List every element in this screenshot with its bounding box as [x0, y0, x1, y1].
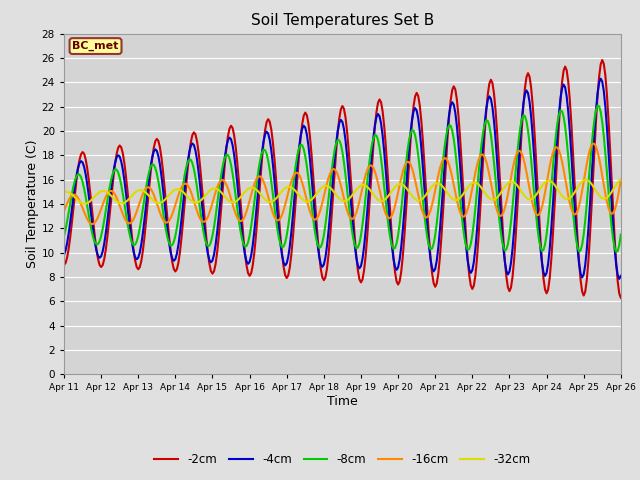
Y-axis label: Soil Temperature (C): Soil Temperature (C): [26, 140, 39, 268]
-4cm: [164, 229, 172, 235]
-8cm: [60, 233, 68, 239]
-32cm: [397, 181, 405, 187]
Line: -8cm: -8cm: [64, 106, 621, 252]
X-axis label: Time: Time: [327, 395, 358, 408]
-4cm: [408, 117, 416, 123]
-4cm: [597, 76, 605, 82]
-2cm: [396, 278, 403, 284]
-8cm: [594, 103, 602, 108]
Line: -32cm: -32cm: [64, 180, 621, 204]
-2cm: [76, 157, 83, 163]
-2cm: [377, 99, 385, 105]
-16cm: [165, 218, 173, 224]
-4cm: [396, 257, 403, 263]
-4cm: [60, 252, 68, 258]
-2cm: [617, 295, 625, 300]
Title: Soil Temperatures Set B: Soil Temperatures Set B: [251, 13, 434, 28]
-8cm: [377, 156, 385, 161]
-32cm: [165, 192, 173, 198]
-8cm: [612, 249, 620, 255]
-16cm: [617, 177, 625, 183]
-4cm: [76, 160, 83, 166]
-16cm: [60, 208, 68, 214]
-32cm: [379, 198, 387, 204]
-16cm: [589, 141, 596, 146]
-8cm: [549, 166, 557, 172]
-32cm: [76, 199, 83, 204]
-32cm: [550, 182, 558, 188]
-2cm: [408, 119, 416, 125]
Line: -2cm: -2cm: [64, 60, 621, 298]
-2cm: [164, 218, 172, 224]
-16cm: [76, 198, 83, 204]
-4cm: [617, 273, 625, 279]
-32cm: [60, 189, 68, 195]
-2cm: [60, 262, 68, 268]
-16cm: [379, 200, 387, 206]
-2cm: [549, 235, 557, 240]
-4cm: [616, 276, 623, 282]
-8cm: [164, 235, 172, 241]
-8cm: [396, 221, 403, 227]
-4cm: [377, 120, 385, 126]
Line: -16cm: -16cm: [64, 144, 621, 224]
-16cm: [410, 171, 417, 177]
-32cm: [410, 195, 417, 201]
-8cm: [408, 127, 416, 133]
-32cm: [617, 177, 625, 182]
-2cm: [598, 57, 606, 63]
-8cm: [76, 172, 83, 178]
Text: BC_met: BC_met: [72, 41, 119, 51]
Legend: -2cm, -4cm, -8cm, -16cm, -32cm: -2cm, -4cm, -8cm, -16cm, -32cm: [150, 448, 535, 471]
-8cm: [617, 232, 625, 238]
-32cm: [80, 201, 88, 207]
-16cm: [88, 221, 96, 227]
-4cm: [549, 204, 557, 210]
-16cm: [550, 146, 558, 152]
Line: -4cm: -4cm: [64, 79, 621, 279]
-16cm: [397, 175, 405, 181]
